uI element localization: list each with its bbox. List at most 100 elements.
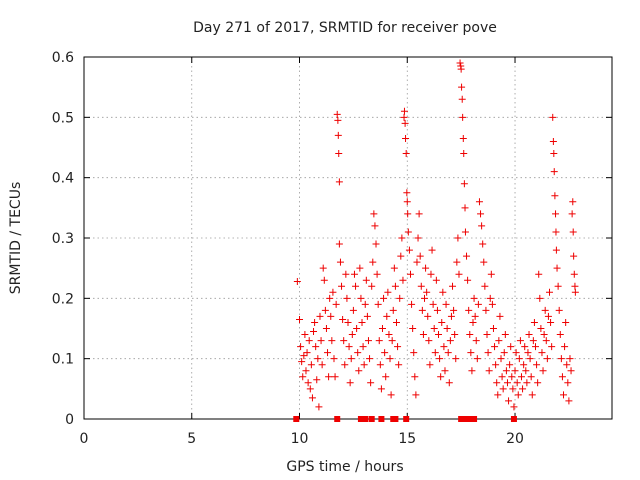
data-point (349, 306, 357, 314)
data-point (479, 240, 487, 248)
data-point (416, 252, 424, 260)
data-point (548, 343, 556, 351)
data-point (478, 222, 486, 230)
data-point (561, 343, 569, 351)
data-point (404, 210, 412, 218)
data-point (544, 312, 552, 320)
data-point (528, 391, 536, 399)
data-point (503, 379, 511, 387)
data-point (316, 312, 324, 320)
data-point (481, 282, 489, 290)
data-point (310, 328, 318, 336)
data-point (440, 343, 448, 351)
data-point (470, 294, 478, 302)
data-point (406, 270, 414, 278)
data-point (514, 391, 522, 399)
data-point (298, 358, 306, 366)
data-point (468, 367, 476, 375)
data-point (357, 294, 365, 302)
data-point (570, 270, 578, 278)
data-point (506, 361, 514, 369)
data-point (375, 337, 383, 345)
data-point (451, 331, 459, 339)
data-point (368, 282, 376, 290)
data-point (517, 373, 525, 381)
data-point (496, 312, 504, 320)
data-point (560, 391, 568, 399)
data-point (516, 337, 524, 345)
data-point (380, 294, 388, 302)
data-point (352, 282, 360, 290)
data-point (533, 361, 541, 369)
data-point (306, 385, 314, 393)
data-point (293, 277, 301, 285)
data-point (398, 234, 406, 242)
data-point (428, 246, 436, 254)
data-point (423, 288, 431, 296)
data-point (522, 367, 530, 375)
data-point (370, 210, 378, 218)
data-point (335, 178, 343, 186)
data-point (364, 337, 372, 345)
data-point (472, 337, 480, 345)
data-point (458, 83, 466, 91)
data-point (562, 318, 570, 326)
data-point (536, 294, 544, 302)
data-point (403, 198, 411, 206)
data-point (475, 198, 483, 206)
data-point (297, 343, 305, 351)
data-point (343, 294, 351, 302)
data-point (335, 240, 343, 248)
data-point (570, 252, 578, 260)
data-point (461, 204, 469, 212)
data-point (418, 306, 426, 314)
zero-marker (357, 416, 364, 422)
data-point (338, 282, 346, 290)
data-point (519, 385, 527, 393)
data-point (453, 258, 461, 266)
data-point (333, 110, 341, 118)
data-point (399, 276, 407, 284)
data-point (547, 318, 555, 326)
data-point (510, 403, 518, 411)
data-point (400, 113, 408, 121)
y-tick-label: 0.1 (52, 352, 74, 368)
data-point (373, 270, 381, 278)
data-point (524, 349, 532, 357)
data-point (378, 325, 386, 332)
data-points (293, 59, 579, 422)
data-point (360, 361, 368, 369)
data-point (344, 318, 352, 326)
data-point (543, 355, 551, 363)
data-point (466, 331, 474, 339)
data-point (474, 300, 482, 308)
data-point (512, 349, 520, 357)
data-point (537, 325, 545, 332)
data-point (326, 294, 334, 302)
data-point (363, 312, 371, 320)
data-point (325, 373, 333, 381)
data-point (345, 343, 353, 351)
data-point (431, 349, 439, 357)
zero-marker (334, 416, 341, 422)
data-point (335, 150, 343, 158)
data-point (469, 318, 477, 326)
data-point (369, 258, 377, 266)
data-point (457, 65, 465, 73)
data-point (480, 258, 488, 266)
data-point (359, 343, 367, 351)
data-point (354, 349, 362, 357)
data-point (318, 361, 326, 369)
data-point (402, 134, 410, 142)
data-point (432, 276, 440, 284)
data-point (422, 264, 430, 272)
data-point (527, 373, 535, 381)
data-point (454, 234, 462, 242)
chart-title: Day 271 of 2017, SRMTID for receiver pov… (193, 20, 497, 36)
data-point (381, 349, 389, 357)
data-point (413, 258, 421, 266)
data-point (387, 391, 395, 399)
data-point (530, 318, 538, 326)
data-point (465, 306, 473, 314)
data-point (336, 258, 344, 266)
